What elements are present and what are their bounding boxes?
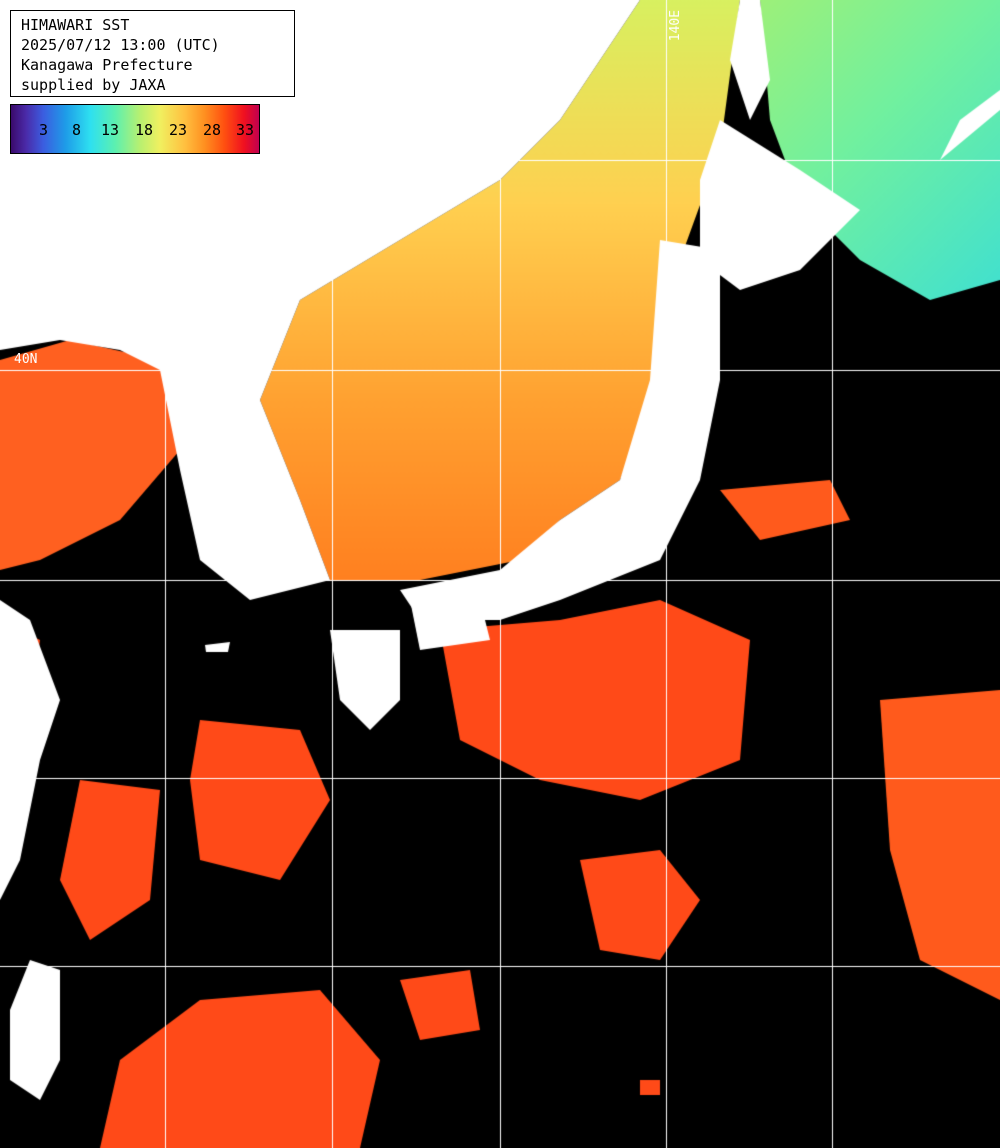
legend-tick: 18 xyxy=(135,121,154,139)
legend-tick: 8 xyxy=(72,121,82,139)
product-title: HIMAWARI SST xyxy=(21,16,130,34)
lat-label-40n: 40N xyxy=(14,352,38,367)
temperature-colorbar: 3 8 13 18 23 28 33 xyxy=(10,104,260,154)
region-label: Kanagawa Prefecture xyxy=(21,56,193,74)
lat-label-30n: 30N xyxy=(14,760,38,775)
legend-tick: 13 xyxy=(101,121,120,139)
source-credit: supplied by JAXA xyxy=(21,76,166,94)
legend-tick: 3 xyxy=(39,121,49,139)
legend-tick: 33 xyxy=(236,121,255,139)
lon-label-140e: 140E xyxy=(668,10,683,42)
legend-tick: 23 xyxy=(169,121,188,139)
timestamp: 2025/07/12 13:00 (UTC) xyxy=(21,36,220,54)
legend-tick: 28 xyxy=(203,121,222,139)
map-info-box: HIMAWARI SST 2025/07/12 13:00 (UTC) Kana… xyxy=(10,10,295,97)
